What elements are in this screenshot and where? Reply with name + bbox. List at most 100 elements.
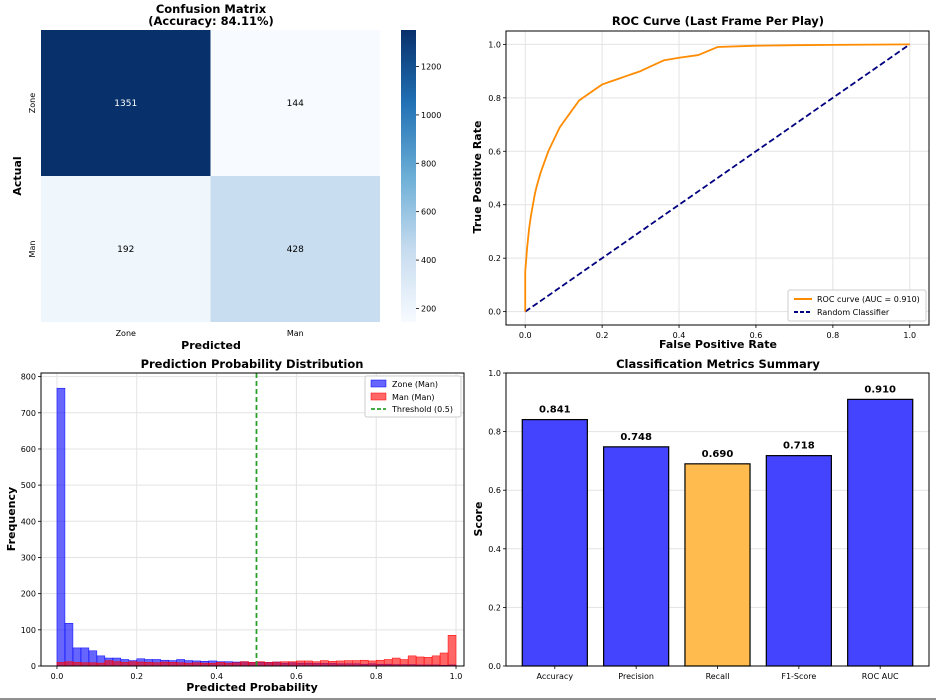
- metrics-ylabel: Score: [472, 502, 485, 537]
- hist-bar-man: [391, 657, 401, 667]
- histogram-panel: Prediction Probability Distribution 0.0 0…: [5, 357, 465, 694]
- hist-bar-man: [447, 635, 457, 667]
- hist-bar-man: [136, 661, 146, 667]
- cm-y-tick-label: Zone: [28, 93, 37, 113]
- hist-y-tick-label: 100: [21, 626, 36, 635]
- metrics-x-tick-label: ROC AUC: [862, 672, 899, 681]
- roc-panel: ROC Curve (Last Frame Per Play) 0.0 0.2 0.…: [471, 14, 930, 351]
- roc-xlabel: False Positive Rate: [659, 338, 777, 351]
- metrics-y-tick-label: 0.8: [488, 428, 501, 437]
- hist-bar-zone: [56, 387, 66, 667]
- cm-cells: 1351 144 192 428: [41, 30, 380, 322]
- hist-bar-man: [112, 661, 122, 667]
- cm-cell-value: 428: [287, 245, 304, 255]
- hist-x-tick-label: 0.6: [290, 672, 303, 681]
- hist-bar-man: [104, 660, 114, 667]
- hist-title: Prediction Probability Distribution: [141, 357, 364, 371]
- roc-y-tick-label: 0.4: [488, 201, 501, 210]
- hist-legend-threshold-label: Threshold (0.5): [391, 405, 453, 414]
- hist-bars: [56, 387, 457, 667]
- roc-legend-random-label: Random Classifier: [817, 308, 890, 317]
- roc-y-tick-label: 0.0: [488, 308, 501, 317]
- hist-bar-man: [120, 662, 130, 667]
- cm-xlabel: Predicted: [181, 339, 241, 352]
- cm-x-tick-label: Zone: [116, 329, 136, 338]
- metric-bar: [765, 455, 832, 667]
- hist-y-tick-label: 0: [31, 662, 36, 671]
- roc-y-tick-label: 0.6: [488, 147, 501, 156]
- cm-subtitle: (Accuracy: 84.11%): [148, 14, 273, 28]
- hist-bar-man: [407, 655, 417, 667]
- metrics-panel: Classification Metrics Summary 0.841 0.74…: [472, 357, 930, 681]
- metrics-y-tick-label: 0.6: [488, 486, 501, 495]
- hist-y-tick-label: 300: [21, 553, 36, 562]
- hist-bar-man: [312, 661, 321, 667]
- hist-legend: Zone (Man) Man (Man) Threshold (0.5): [364, 375, 462, 418]
- hist-bar-zone: [64, 623, 74, 667]
- roc-x-tick-label: 1.0: [903, 331, 916, 340]
- hist-bar-man: [56, 662, 66, 667]
- metric-value-label: 0.690: [702, 449, 734, 460]
- roc-y-tick-label: 0.8: [488, 94, 501, 103]
- hist-bar-man: [72, 662, 82, 667]
- hist-y-tick-label: 400: [21, 517, 36, 526]
- cm-cell: [210, 176, 380, 322]
- roc-x-tick-label: 0.0: [519, 331, 532, 340]
- metrics-bars: 0.841 0.748 0.690 0.718 0.910: [521, 384, 914, 667]
- hist-bar-man: [415, 656, 425, 667]
- hist-bar-man: [248, 662, 257, 667]
- hist-bar-man: [168, 662, 177, 667]
- roc-curve-line: [524, 43, 910, 312]
- hist-bar-man: [304, 660, 313, 667]
- hist-bar-man: [375, 659, 385, 667]
- hist-bar-man: [320, 660, 329, 667]
- hist-bar-man: [144, 662, 153, 667]
- hist-bar-man: [272, 661, 281, 667]
- hist-bar-man: [431, 655, 441, 667]
- cm-x-tick-label: Man: [287, 329, 304, 338]
- hist-bar-man: [280, 661, 289, 667]
- hist-x-tick-label: 1.0: [450, 672, 463, 681]
- cm-colorbar-tick-label: 1000: [421, 111, 441, 120]
- cm-y-ticks: Zone Man: [28, 93, 37, 258]
- hist-bar-man: [367, 660, 377, 667]
- metrics-x-tick-label: Recall: [706, 672, 730, 681]
- cm-colorbar-tick-label: 400: [421, 256, 436, 265]
- metric-value-label: 0.910: [864, 384, 896, 395]
- cm-ylabel: Actual: [11, 156, 24, 195]
- cm-colorbar-ticks: 200 400 600 800 1000 1200: [416, 63, 441, 313]
- roc-title: ROC Curve (Last Frame Per Play): [612, 14, 824, 28]
- hist-legend-zone-swatch: [370, 379, 387, 388]
- cm-cell: [210, 30, 380, 176]
- metric-bar: [684, 463, 751, 667]
- roc-lines: [524, 43, 911, 313]
- cm-colorbar-tick-label: 200: [421, 304, 436, 313]
- roc-x-tick-label: 0.6: [750, 331, 763, 340]
- hist-y-tick-label: 500: [21, 481, 36, 490]
- roc-y-tick-label: 1.0: [488, 40, 501, 49]
- metric-bar: [521, 418, 588, 667]
- hist-legend-box: [364, 375, 462, 418]
- roc-x-tick-label: 0.8: [826, 331, 839, 340]
- metrics-ticks: 0.0 0.2 0.4 0.6 0.8 1.0 Accuracy Precision Recal…: [488, 369, 899, 681]
- roc-legend-box: [787, 289, 927, 322]
- hist-bar-man: [288, 661, 297, 667]
- roc-x-tick-label: 0.2: [596, 331, 609, 340]
- hist-y-tick-label: 200: [21, 590, 36, 599]
- metric-value-label: 0.748: [620, 432, 652, 443]
- cm-cell: [41, 30, 211, 176]
- hist-bar-man: [423, 657, 433, 667]
- random-classifier-line: [524, 43, 911, 313]
- roc-x-tick-label: 0.4: [673, 331, 686, 340]
- hist-x-tick-label: 0.0: [51, 672, 64, 681]
- hist-y-tick-label: 700: [21, 409, 36, 418]
- hist-ylabel: Frequency: [5, 487, 18, 551]
- cm-colorbar-tick-label: 1200: [421, 63, 441, 72]
- hist-y-tick-label: 800: [21, 373, 36, 382]
- hist-bar-man: [296, 660, 305, 667]
- hist-y-tick-label: 600: [21, 445, 36, 454]
- cm-colorbar-tick-label: 600: [421, 208, 436, 217]
- hist-bar-man: [240, 661, 249, 667]
- hist-bar-man: [344, 660, 353, 667]
